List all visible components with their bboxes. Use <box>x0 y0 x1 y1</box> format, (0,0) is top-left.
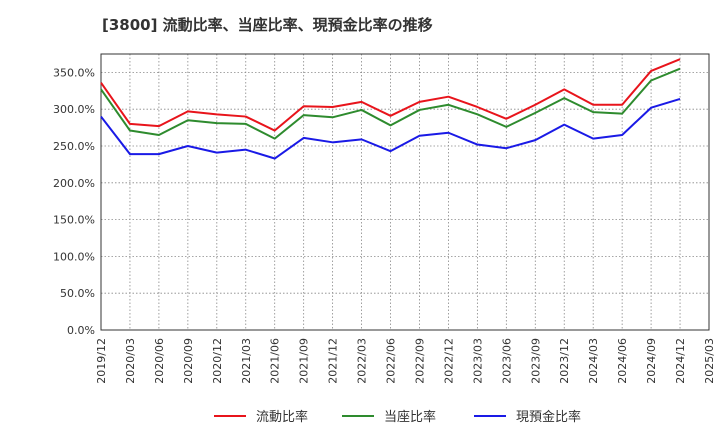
y-tick-label: 200.0% <box>53 177 95 190</box>
axis-layer: 0.0% 50.0% 100.0% 150.0% 200.0% 250.0% 300.0% 3… <box>53 53 716 384</box>
x-tick-label: 2023/12 <box>558 338 571 384</box>
x-tick-label: 2024/06 <box>616 338 629 384</box>
x-tick-label: 2020/09 <box>182 338 195 384</box>
series-line-1 <box>100 58 681 132</box>
plot-frame <box>100 53 710 331</box>
series-layer <box>100 58 681 160</box>
x-tick-label: 2021/12 <box>327 338 340 384</box>
y-tick-label: 250.0% <box>53 140 95 153</box>
x-tick-label: 2025/03 <box>703 338 716 384</box>
y-tick-label: 0.0% <box>67 324 95 337</box>
y-tick-label: 150.0% <box>53 214 95 227</box>
x-tick-label: 2024/03 <box>587 338 600 384</box>
y-tick-label: 50.0% <box>60 287 95 300</box>
x-tick-label: 2023/09 <box>529 338 542 384</box>
x-tick-label: 2020/12 <box>211 338 224 384</box>
legend: 流動比率 当座比率 現預金比率 <box>214 409 581 425</box>
plot-background <box>101 54 709 330</box>
x-tick-label: 2022/06 <box>385 338 398 384</box>
x-tick-label: 2023/03 <box>471 338 484 384</box>
series-line-3 <box>100 97 681 160</box>
legend-label-1: 流動比率 <box>256 409 308 425</box>
x-tick-label: 2022/09 <box>413 338 426 384</box>
series-line-2 <box>100 67 681 140</box>
x-tick-label: 2022/12 <box>442 338 455 384</box>
x-tick-label: 2020/03 <box>124 338 137 384</box>
grid-layer <box>100 54 710 331</box>
x-tick-label: 2024/09 <box>645 338 658 384</box>
y-tick-label: 350.0% <box>53 66 95 79</box>
x-tick-label: 2021/09 <box>298 338 311 384</box>
x-tick-label: 2020/06 <box>153 338 166 384</box>
y-tick-label: 100.0% <box>53 250 95 263</box>
legend-label-2: 当座比率 <box>384 409 436 425</box>
x-tick-label: 2022/03 <box>356 338 369 384</box>
y-tick-label: 300.0% <box>53 103 95 116</box>
x-tick-label: 2023/06 <box>500 338 513 384</box>
x-tick-label: 2019/12 <box>95 338 108 384</box>
chart-title: [3800] 流動比率、当座比率、現預金比率の推移 <box>102 16 433 34</box>
x-tick-label: 2024/12 <box>674 338 687 384</box>
legend-label-3: 現預金比率 <box>516 409 581 425</box>
x-tick-label: 2021/06 <box>269 338 282 384</box>
x-tick-label: 2021/03 <box>240 338 253 384</box>
